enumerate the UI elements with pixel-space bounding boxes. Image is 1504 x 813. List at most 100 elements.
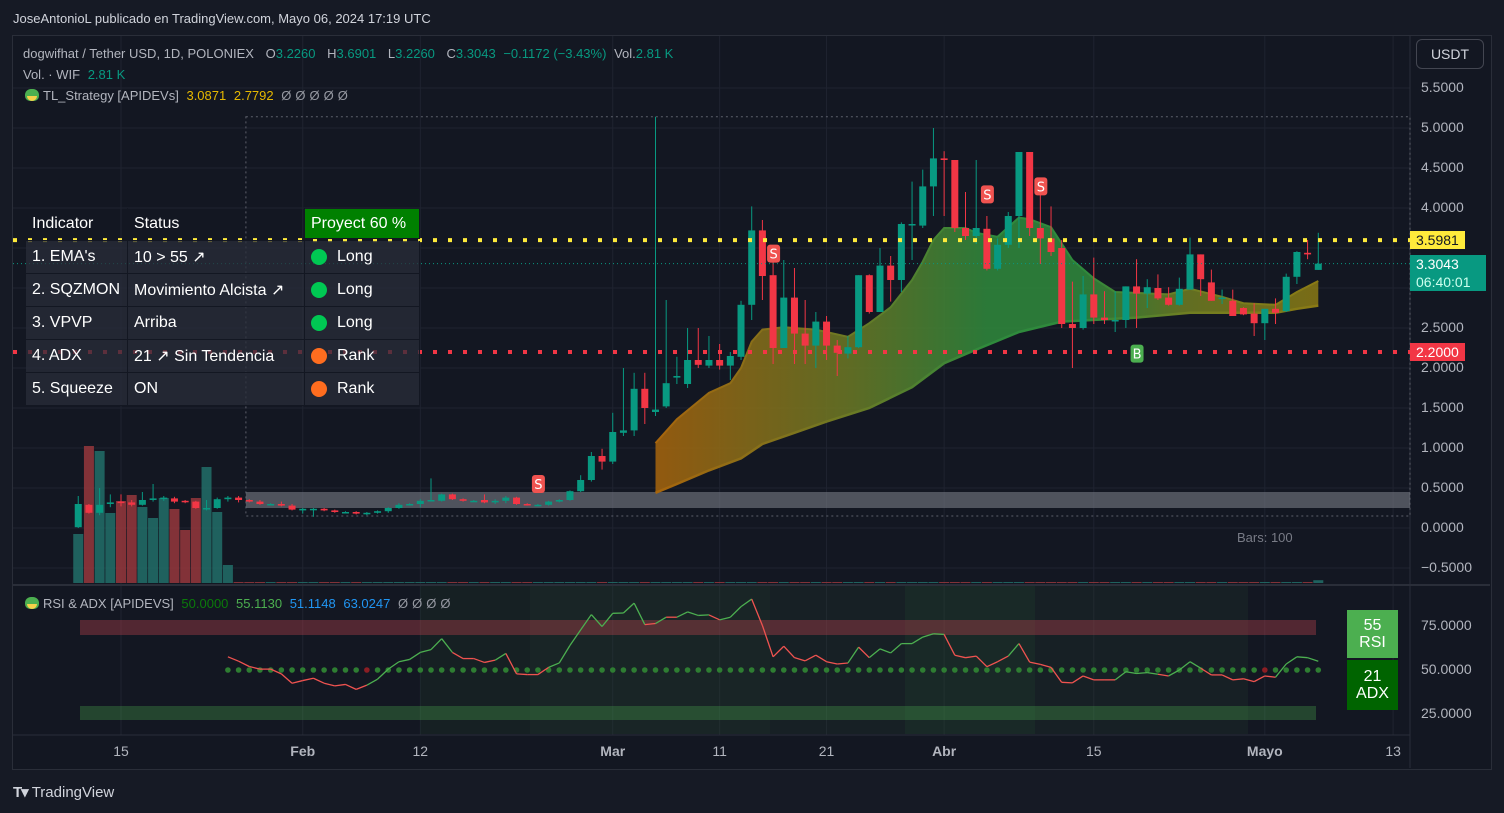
rsi-line-segment [558, 645, 571, 664]
change-value: −0.1172 (−3.43%) [503, 46, 607, 61]
rsi-line-segment [1178, 661, 1191, 671]
volume-bar [254, 582, 265, 583]
volume-bar [939, 582, 950, 583]
table-header: Status [128, 208, 305, 241]
rsi-line-segment [975, 655, 988, 668]
publisher-line: JoseAntonioL publicado en TradingView.co… [13, 11, 431, 26]
adx-dot [1304, 667, 1311, 673]
candle-body [1047, 238, 1055, 252]
adx-dot [225, 667, 231, 673]
adx-dot [813, 667, 819, 673]
volume-bar [361, 582, 372, 583]
candle-body [406, 504, 414, 506]
adx-dot [1026, 667, 1033, 673]
adx-dot [748, 667, 755, 673]
adx-dot [1155, 667, 1161, 673]
volume-bar [1099, 582, 1110, 583]
candle-body [919, 186, 927, 226]
volume-bar [789, 582, 800, 583]
candle-body [299, 508, 307, 511]
adx-dot [577, 667, 584, 673]
volume-bar [212, 512, 223, 583]
candle-body [545, 501, 553, 505]
volume-bar [618, 582, 629, 583]
volume-bar [629, 582, 640, 583]
candle-body [534, 504, 542, 507]
time-axis-label: Abr [932, 743, 957, 759]
candle-body [897, 224, 905, 280]
rsi-line-segment [954, 654, 966, 659]
indicator-cell: 4. ADX [26, 340, 128, 373]
volume-bar [1227, 582, 1238, 583]
price-axis-label: 5.5000 [1421, 79, 1464, 95]
currency-button[interactable]: USDT [1416, 39, 1484, 69]
adx-dot [759, 667, 766, 673]
rsi-line-segment [1232, 678, 1244, 681]
candle-body [769, 275, 777, 348]
strategy-name[interactable]: TL_Strategy [APIDEVs] [43, 88, 179, 103]
rsi-line-segment [302, 677, 314, 682]
adx-dot [1165, 667, 1172, 673]
adx-dot [310, 667, 317, 673]
rsi-line-segment [473, 657, 485, 664]
indicator-cell: 3. VPVP [26, 307, 128, 340]
volume-bar [522, 582, 533, 583]
candle-body [203, 508, 211, 510]
rsi-name[interactable]: RSI & ADX [APIDEVS] [43, 596, 174, 611]
rsi-line-segment [698, 614, 709, 617]
volume-bar [907, 582, 918, 583]
adx-dot [952, 667, 958, 673]
volume-bar [126, 495, 137, 583]
adx-dot [984, 667, 990, 673]
candle-body [844, 347, 852, 354]
oversold-band [80, 706, 1316, 720]
candle-body [1250, 313, 1258, 324]
tradingview-logo[interactable]: T▾ TradingView [13, 783, 115, 802]
candle-body [929, 158, 937, 187]
rsi-line-segment [270, 668, 282, 675]
adx-dot [738, 667, 744, 673]
volume-bar [1185, 582, 1195, 583]
candle-body [256, 501, 264, 504]
adx-dot [609, 667, 616, 673]
adx-dot [706, 667, 712, 673]
rsi-line-segment [1307, 657, 1319, 662]
rsi-axis-label: 25.0000 [1421, 705, 1472, 721]
adx-dot [567, 667, 573, 673]
rsi-line-segment [933, 633, 945, 636]
adx-dot [716, 667, 723, 673]
volume-bar [1259, 582, 1270, 583]
sell-signal [767, 244, 781, 263]
overbought-band [80, 620, 1316, 635]
adx-dot [535, 667, 541, 673]
indicator-table: Indicator Status Proyect 60 % 1. EMA's 1… [26, 208, 420, 406]
candle-body [1154, 288, 1162, 299]
rsi-line-segment [505, 653, 518, 675]
adx-dot [353, 667, 359, 673]
adx-dot [1037, 667, 1044, 673]
table-row: 1. EMA's 10 > 55 ↗ Long [26, 241, 420, 274]
volume-bar [1291, 582, 1302, 583]
candle-body [85, 504, 93, 513]
rsi-value-box: 55 RSI [1347, 610, 1398, 658]
adx-dot [663, 667, 669, 673]
status-cell: ON [128, 373, 305, 406]
candle-body [1133, 286, 1141, 294]
candle-body [951, 160, 959, 228]
volume-bar [1217, 582, 1228, 583]
candle-body [812, 321, 820, 346]
candle-body [480, 500, 488, 503]
volume-bar [393, 582, 404, 583]
adx-dot [1219, 667, 1225, 673]
symbol-title[interactable]: dogwifhat / Tether USD, 1D, POLONIEX [23, 46, 254, 61]
adx-dot [1112, 667, 1118, 673]
candle-body [673, 376, 681, 378]
candle-body [855, 275, 863, 348]
volume-bar [885, 582, 896, 583]
candle-body [587, 456, 595, 480]
rsi-line-segment [590, 614, 603, 627]
volume-bar [661, 582, 672, 583]
rsi-line-segment [537, 666, 549, 676]
